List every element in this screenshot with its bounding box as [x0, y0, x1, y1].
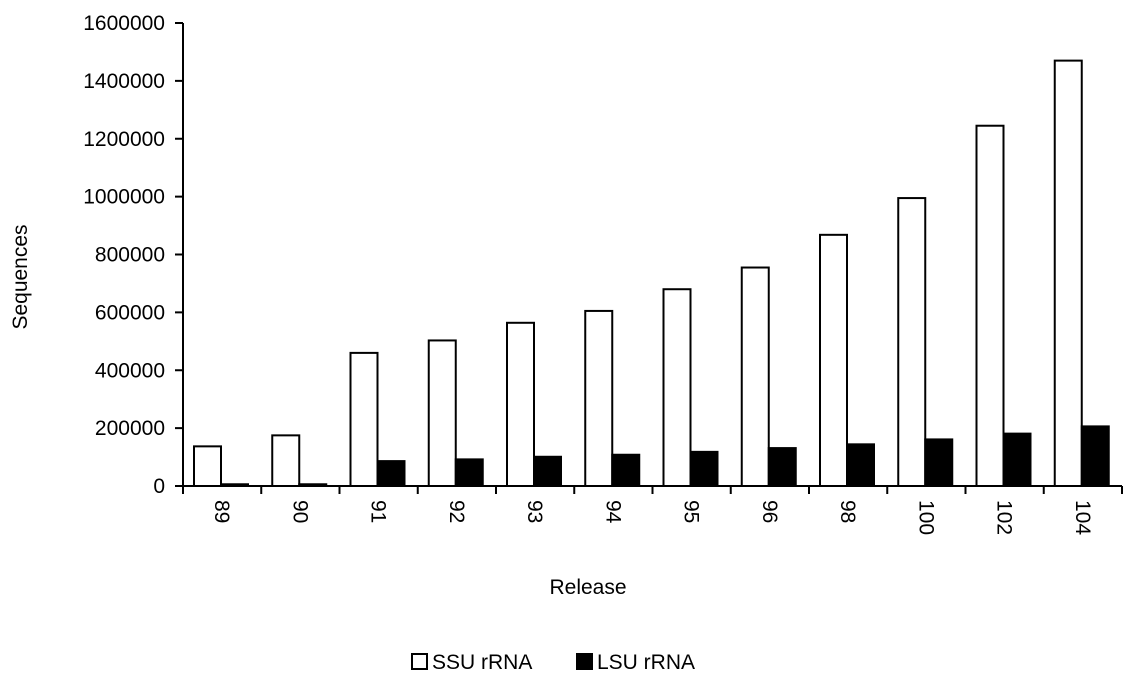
bar-lsu-98: [846, 443, 875, 487]
legend-swatch-lsu: [576, 653, 593, 670]
bar-ssu-98: [819, 233, 848, 487]
legend-label-lsu: LSU rRNA: [597, 651, 695, 673]
y-tick-label: 800000: [95, 244, 165, 267]
bar-ssu-93: [506, 321, 535, 488]
x-tick-label: 89: [210, 500, 233, 523]
y-tick-label: 600000: [95, 301, 165, 324]
y-tick-label: 400000: [95, 359, 165, 382]
bar-lsu-104: [1080, 425, 1110, 488]
bar-ssu-102: [975, 124, 1005, 488]
y-tick-label: 1600000: [83, 12, 165, 35]
x-tick-label: 92: [445, 500, 468, 523]
bar-ssu-94: [584, 309, 614, 487]
x-tick-label: 98: [836, 500, 859, 523]
bars-layer: [193, 59, 1110, 488]
bar-ssu-104: [1053, 59, 1083, 488]
bar-ssu-92: [427, 339, 457, 487]
y-tick-label: 200000: [95, 417, 165, 440]
bar-ssu-96: [740, 266, 770, 487]
x-ticks: 89 90 91 92 93 94 95 96 98 100 102 104: [182, 486, 1123, 535]
x-tick-label: 102: [993, 500, 1016, 535]
bar-lsu-92: [454, 458, 484, 488]
bar-lsu-95: [689, 450, 719, 488]
bar-ssu-95: [662, 288, 692, 487]
bar-ssu-90: [271, 434, 301, 487]
x-tick-label: 93: [523, 500, 546, 523]
x-tick-label: 94: [601, 500, 624, 524]
legend-swatch-ssu: [411, 653, 428, 670]
x-tick-label: 90: [288, 500, 311, 523]
y-tick-label: 1400000: [83, 70, 165, 93]
y-tick-label: 1200000: [83, 128, 165, 151]
x-tick-label: 96: [758, 500, 781, 523]
y-ticks: 0 200000 400000 600000 800000 1000000 1200000 1…: [83, 12, 183, 498]
x-axis-title: Release: [549, 576, 626, 599]
x-tick-label: 104: [1071, 500, 1094, 535]
legend-label-ssu: SSU rRNA: [432, 651, 532, 673]
bar-ssu-91: [349, 351, 379, 488]
bar-lsu-93: [533, 455, 562, 488]
bar-lsu-91: [376, 460, 406, 487]
x-tick-label: 95: [680, 500, 703, 523]
bar-ssu-100: [897, 197, 927, 487]
legend: SSU rRNA LSU rRNA: [411, 651, 695, 674]
x-tick-label: 100: [914, 500, 937, 535]
bar-lsu-94: [611, 453, 641, 487]
x-tick-label: 91: [367, 500, 390, 523]
y-tick-label: 1000000: [83, 186, 165, 209]
bar-lsu-100: [924, 438, 954, 487]
y-tick-label: 0: [153, 475, 165, 498]
bar-lsu-102: [1002, 432, 1032, 488]
y-axis-title: Sequences: [9, 224, 32, 329]
bar-ssu-89: [193, 445, 222, 487]
bar-lsu-96: [767, 447, 797, 488]
